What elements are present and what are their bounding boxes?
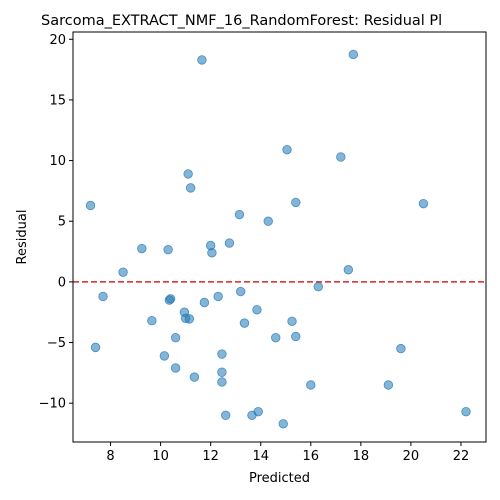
y-axis-ticks: −10 −5 0 5 10 15 20 [39,33,73,412]
x-tick-label: 16 [303,449,320,464]
data-point [287,316,297,327]
data-point [118,267,128,277]
data-point [185,183,196,193]
data-point [313,282,323,292]
data-point [282,144,292,155]
x-axis-label: Predicted [249,471,310,486]
y-tick-label: −10 [39,397,66,412]
data-point [348,49,359,60]
data-point [217,367,227,377]
data-point [170,332,181,343]
y-tick-label: −5 [47,336,66,351]
y-tick-label: 15 [49,93,66,108]
y-axis-label: Residual [15,210,30,265]
plot-frame [72,31,487,443]
data-point [396,343,406,354]
data-point [213,291,223,302]
y-tick-label: 20 [49,33,66,48]
x-tick-label: 8 [106,449,114,464]
x-tick-label: 20 [403,449,420,464]
x-tick-label: 10 [152,449,169,464]
x-tick-label: 14 [252,449,269,464]
x-tick-label: 18 [353,449,370,464]
plot-area [73,32,486,442]
data-point [383,380,394,390]
data-point [271,332,281,343]
data-point [170,363,181,373]
data-point [291,197,301,208]
y-tick-label: 5 [58,215,66,230]
data-point [147,315,157,326]
data-point [236,286,246,297]
data-point [159,351,170,361]
data-point [189,372,200,382]
data-point [137,243,147,254]
y-tick-label: 10 [49,154,66,169]
data-points [85,49,471,429]
data-point [343,265,354,275]
data-point [336,152,346,162]
data-point [306,380,316,390]
x-tick-label: 22 [453,449,470,464]
data-point [291,331,301,342]
data-point [165,294,176,304]
data-point [263,216,273,226]
data-point [234,209,245,220]
data-point [183,169,193,179]
data-point [85,200,96,211]
data-point [197,55,207,65]
data-point [217,377,227,387]
chart-title: Sarcoma_EXTRACT_NMF_16_RandomForest: Res… [41,13,442,29]
x-tick-label: 12 [202,449,219,464]
data-point [199,297,210,308]
data-point [207,248,217,258]
y-tick-label: 0 [58,275,66,290]
data-point [98,291,108,302]
data-point [224,238,235,248]
data-point [90,342,101,353]
data-point [418,198,429,209]
x-axis-ticks: 8 10 12 14 16 18 20 22 [106,442,469,464]
data-point [220,410,231,421]
data-point [461,406,471,417]
data-point [252,305,262,315]
data-point [239,318,250,328]
data-point [217,349,227,359]
data-point [163,245,173,255]
data-point [278,419,288,429]
data-point [184,314,195,324]
data-point [253,406,263,417]
